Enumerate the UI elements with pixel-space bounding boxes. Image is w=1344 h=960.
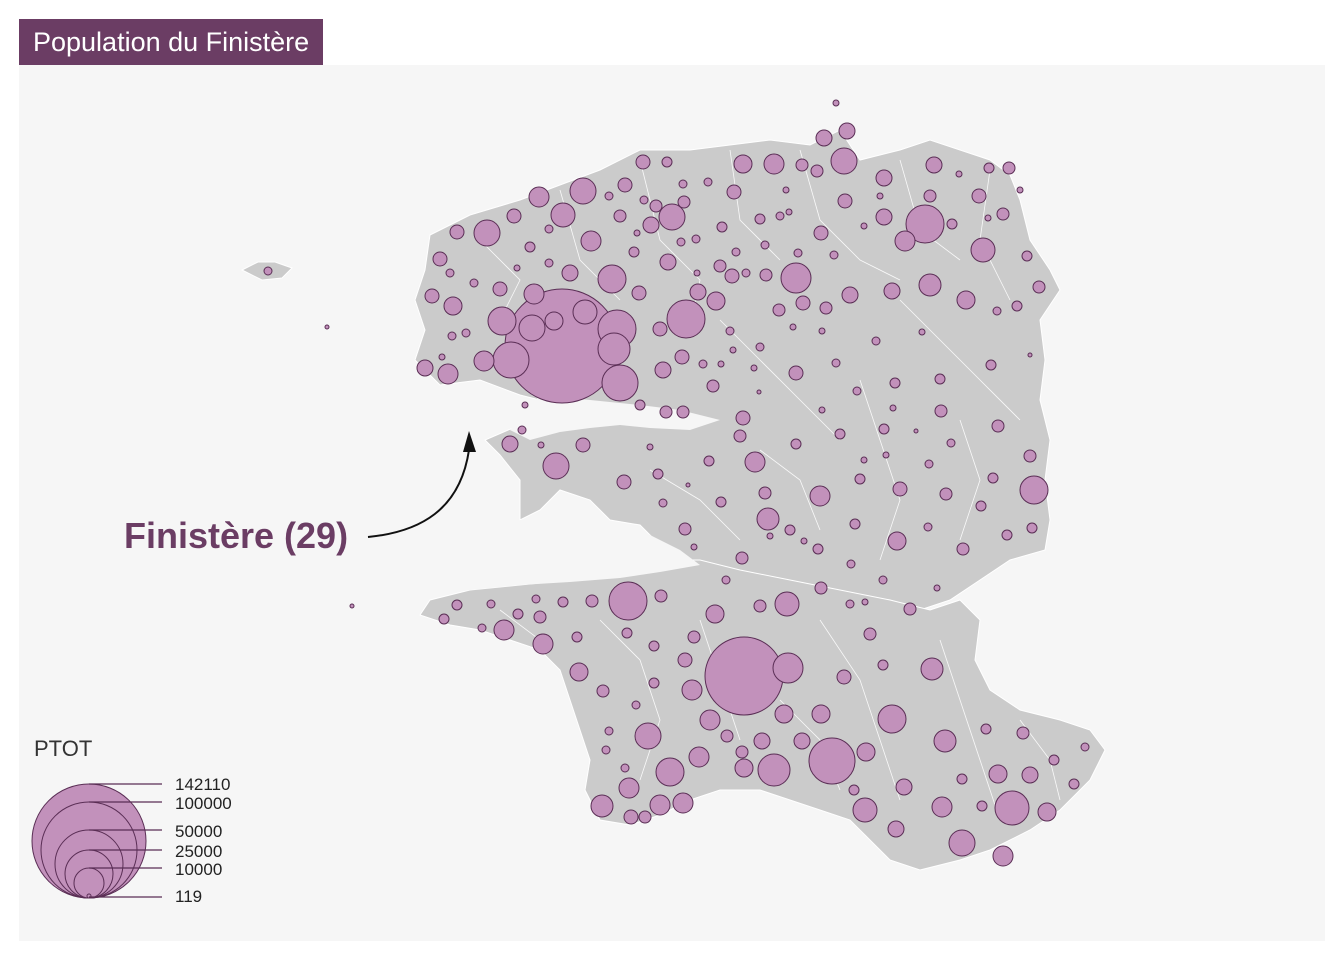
- department-annotation: Finistère (29): [124, 515, 348, 557]
- legend-label-50000: 50000: [175, 823, 222, 840]
- legend-label-100000: 100000: [175, 795, 232, 812]
- city-circle-quimper: [705, 637, 783, 715]
- legend-label-25000: 25000: [175, 843, 222, 860]
- legend-label-10000: 10000: [175, 861, 222, 878]
- arrowhead: [463, 431, 476, 452]
- legend-label-max: 142110: [175, 776, 230, 793]
- callout-arrow: [368, 450, 469, 537]
- legend-circles: [32, 784, 146, 898]
- legend-label-min: 119: [175, 888, 202, 905]
- legend-title: PTOT: [34, 736, 92, 762]
